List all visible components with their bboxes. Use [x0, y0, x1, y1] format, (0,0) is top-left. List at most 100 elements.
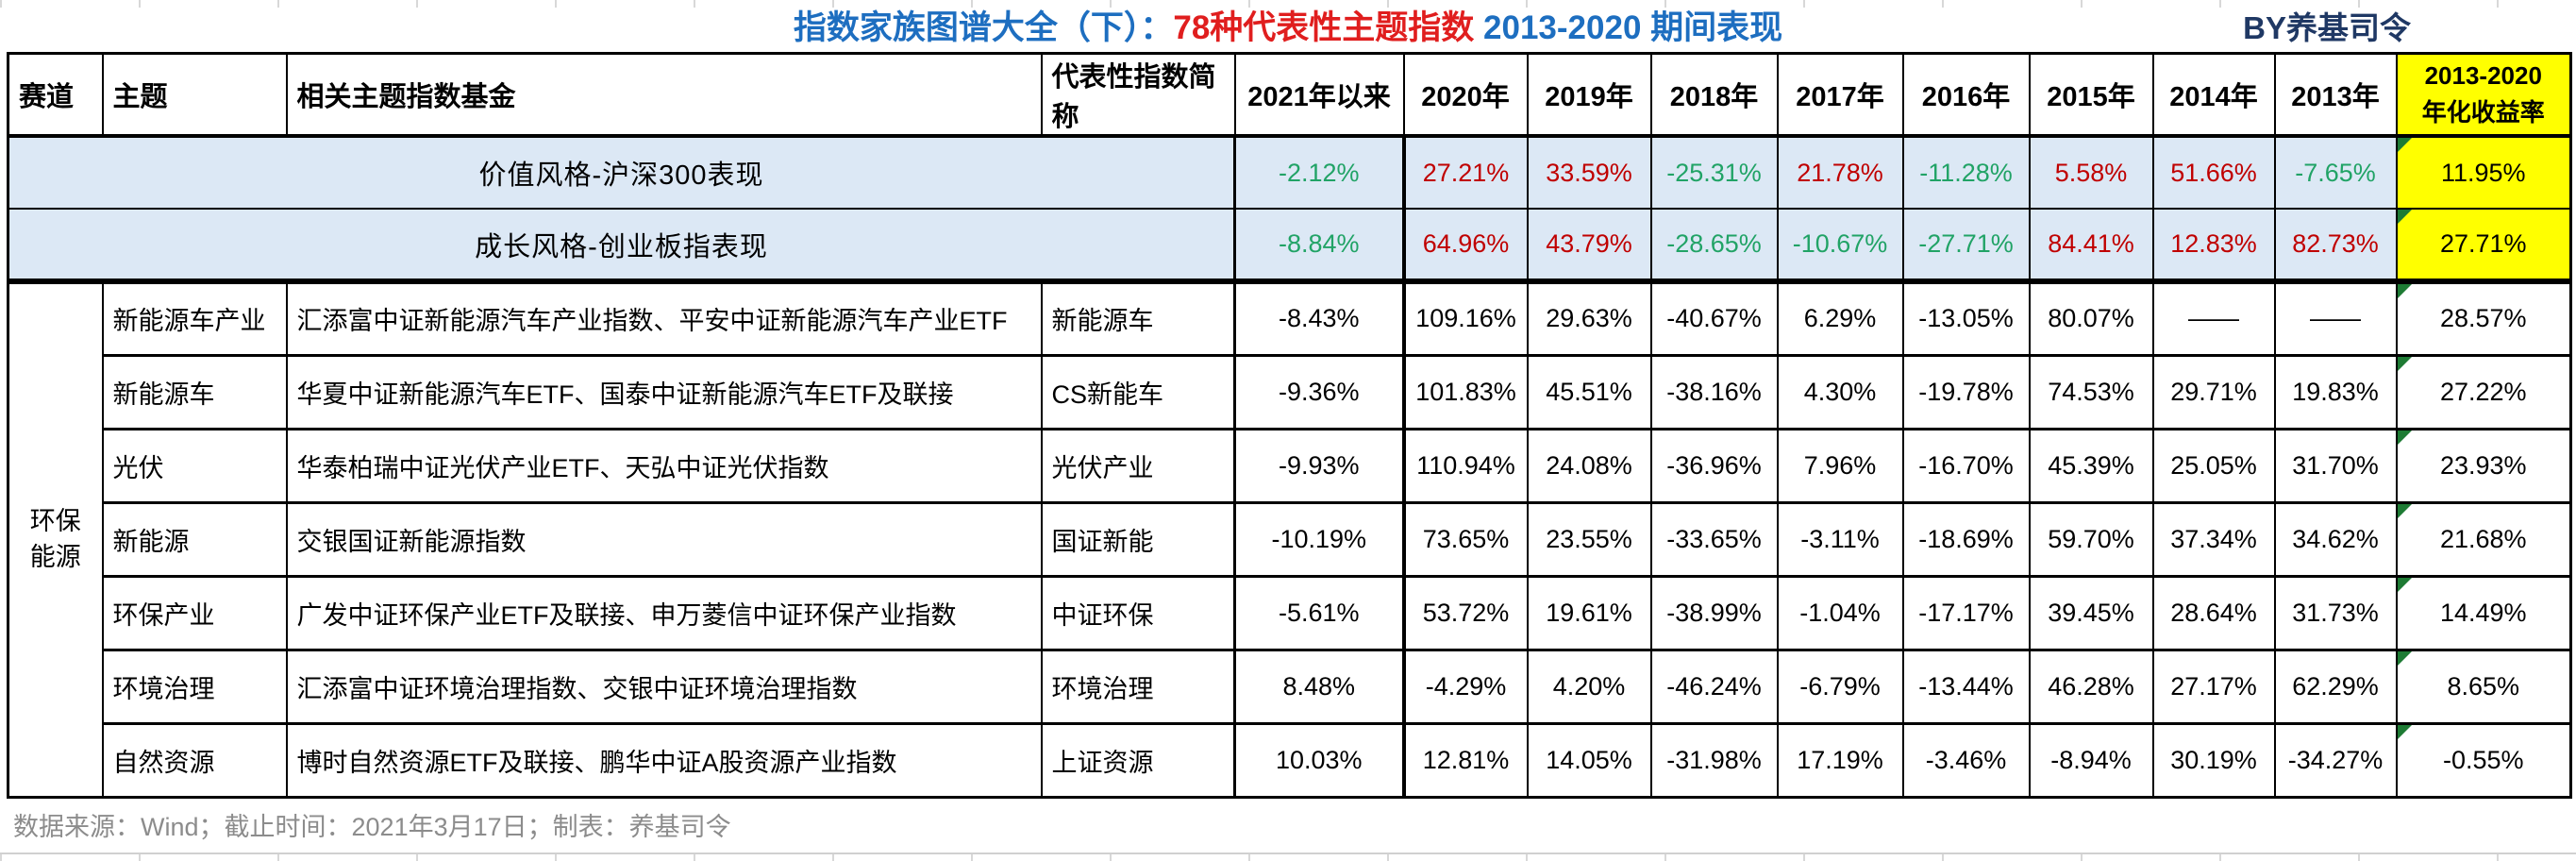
year-return-cell: 51.66% [2151, 135, 2276, 210]
funds-cell: 汇添富中证新能源汽车产业指数、平安中证新能源汽车产业ETF [285, 280, 1043, 357]
column-header-index: 代表性指数简称 [1040, 52, 1236, 138]
return-value: 73.65% [1422, 524, 1510, 553]
annualized-return-cell: 27.71% [2395, 208, 2572, 284]
year-return-cell: 53.72% [1401, 575, 1529, 651]
year-return-cell: -40.67% [1649, 280, 1779, 357]
return-value: 7.96% [1803, 450, 1877, 480]
data-row: 光伏 华泰柏瑞中证光伏产业ETF、天弘中证光伏指数 光伏产业 -9.93% 110.94… [8, 428, 2572, 504]
return-value: 43.79% [1546, 229, 1632, 258]
year-return-cell: 19.61% [1526, 575, 1652, 651]
year-return-cell: 34.62% [2273, 501, 2398, 578]
return-value: -2.12% [1278, 158, 1360, 187]
comment-triangle-icon [2398, 725, 2412, 739]
return-value: 19.61% [1546, 598, 1632, 627]
year-return-cell: 43.79% [1526, 208, 1652, 284]
theme-cell: 光伏 [101, 428, 288, 504]
return-value: 29.63% [1546, 304, 1632, 333]
year-return-cell: —— [2273, 280, 2398, 357]
year-return-cell: 84.41% [2028, 208, 2154, 284]
return-value: 11.95% [2440, 158, 2526, 187]
return-value: -10.19% [1271, 524, 1367, 553]
performance-table: 赛道 主题 相关主题指数基金 代表性指数简称 2021年以来 2020年 201… [7, 52, 2572, 799]
theme-cell: 环保产业 [101, 575, 288, 651]
return-value: 101.83% [1415, 377, 1516, 406]
return-value: -1.04% [1799, 598, 1881, 627]
return-value: 80.07% [2048, 304, 2134, 333]
theme-cell: 环境治理 [101, 649, 288, 725]
comment-triangle-icon [2398, 211, 2412, 224]
comment-triangle-icon [2398, 138, 2412, 152]
column-header-track: 赛道 [7, 52, 104, 138]
year-return-cell: 6.29% [1776, 280, 1904, 357]
return-value: -6.79% [1799, 671, 1881, 701]
return-value: 23.55% [1546, 524, 1632, 553]
year-return-cell: -8.43% [1233, 280, 1405, 357]
year-return-cell: -33.65% [1649, 501, 1779, 578]
return-value: -0.55% [2442, 745, 2524, 774]
column-header-2014: 2014年 [2151, 52, 2276, 138]
year-return-cell: -9.36% [1233, 354, 1405, 430]
annualized-return-cell: 27.22% [2395, 354, 2572, 430]
header-row: 赛道 主题 相关主题指数基金 代表性指数简称 2021年以来 2020年 201… [7, 52, 2572, 138]
column-header-ytd: 2021年以来 [1233, 52, 1405, 138]
annualized-return-cell: 11.95% [2395, 135, 2572, 210]
return-value: -19.78% [1918, 377, 2014, 406]
return-value: 39.45% [2048, 598, 2134, 627]
year-return-cell: -25.31% [1649, 135, 1779, 210]
return-value: 23.93% [2439, 450, 2527, 480]
year-return-cell: 23.55% [1526, 501, 1652, 578]
year-return-cell: -3.11% [1776, 501, 1904, 578]
year-return-cell: 110.94% [1401, 428, 1529, 504]
return-value: 14.05% [1546, 745, 1632, 774]
return-value: -17.17% [1918, 598, 2014, 627]
year-return-cell: -31.98% [1649, 722, 1779, 799]
year-return-cell: 17.19% [1776, 722, 1904, 799]
return-value: -13.44% [1918, 671, 2014, 701]
title-segment-blue: 2013-2020 期间表现 [1474, 9, 1783, 46]
return-value: -38.16% [1666, 377, 1762, 406]
column-header-2013: 2013年 [2273, 52, 2398, 138]
funds-cell: 华泰柏瑞中证光伏产业ETF、天弘中证光伏指数 [285, 428, 1043, 504]
return-value: -3.11% [1800, 524, 1880, 553]
title-bar: 指数家族图谱大全（下）：78种代表性主题指数 2013-2020 期间表现 BY… [0, 6, 2576, 51]
year-return-cell: -3.46% [1901, 722, 2031, 799]
index-name-cell: 国证新能 [1040, 501, 1236, 578]
year-return-cell: 4.30% [1776, 354, 1904, 430]
year-return-cell: -6.79% [1776, 649, 1904, 725]
comment-triangle-icon [2398, 284, 2412, 298]
year-return-cell: 12.81% [1401, 722, 1529, 799]
return-value: 8.48% [1282, 671, 1356, 701]
return-value: 110.94% [1416, 450, 1515, 480]
return-value: 53.72% [1422, 598, 1510, 627]
return-value: 59.70% [2048, 524, 2134, 553]
year-return-cell: 101.83% [1401, 354, 1529, 430]
benchmark-label-cell: 成长风格-创业板指表现 [7, 208, 1236, 284]
year-return-cell: 45.39% [2028, 428, 2154, 504]
return-value: 109.16% [1415, 304, 1516, 333]
year-return-cell: -1.04% [1776, 575, 1904, 651]
year-return-cell: 109.16% [1401, 280, 1529, 357]
return-value: 51.66% [2170, 158, 2257, 187]
return-value: 31.73% [2292, 598, 2379, 627]
return-value: 46.28% [2048, 671, 2134, 701]
year-return-cell: 31.73% [2273, 575, 2398, 651]
annualized-return-cell: 21.68% [2395, 501, 2572, 578]
year-return-cell: 28.64% [2151, 575, 2276, 651]
comment-triangle-icon [2398, 504, 2412, 518]
column-header-funds: 相关主题指数基金 [285, 52, 1043, 138]
return-value: -8.84% [1278, 229, 1360, 258]
return-value: -10.67% [1792, 229, 1888, 258]
data-rows: 环保 能源 新能源车产业 汇添富中证新能源汽车产业指数、平安中证新能源汽车产业ETF… [7, 280, 2572, 799]
year-return-cell: -13.05% [1901, 280, 2031, 357]
benchmark-label-cell: 价值风格-沪深300表现 [7, 135, 1236, 210]
theme-cell: 新能源车产业 [101, 280, 288, 357]
year-return-cell: -19.78% [1901, 354, 2031, 430]
year-return-cell: -38.16% [1649, 354, 1779, 430]
return-value: 5.58% [2054, 158, 2128, 187]
year-return-cell: 4.20% [1526, 649, 1652, 725]
return-value: 30.19% [2170, 745, 2257, 774]
year-return-cell: -8.94% [2028, 722, 2154, 799]
year-return-cell: -13.44% [1901, 649, 2031, 725]
return-value: 6.29% [1803, 304, 1877, 333]
theme-cell: 新能源 [101, 501, 288, 578]
